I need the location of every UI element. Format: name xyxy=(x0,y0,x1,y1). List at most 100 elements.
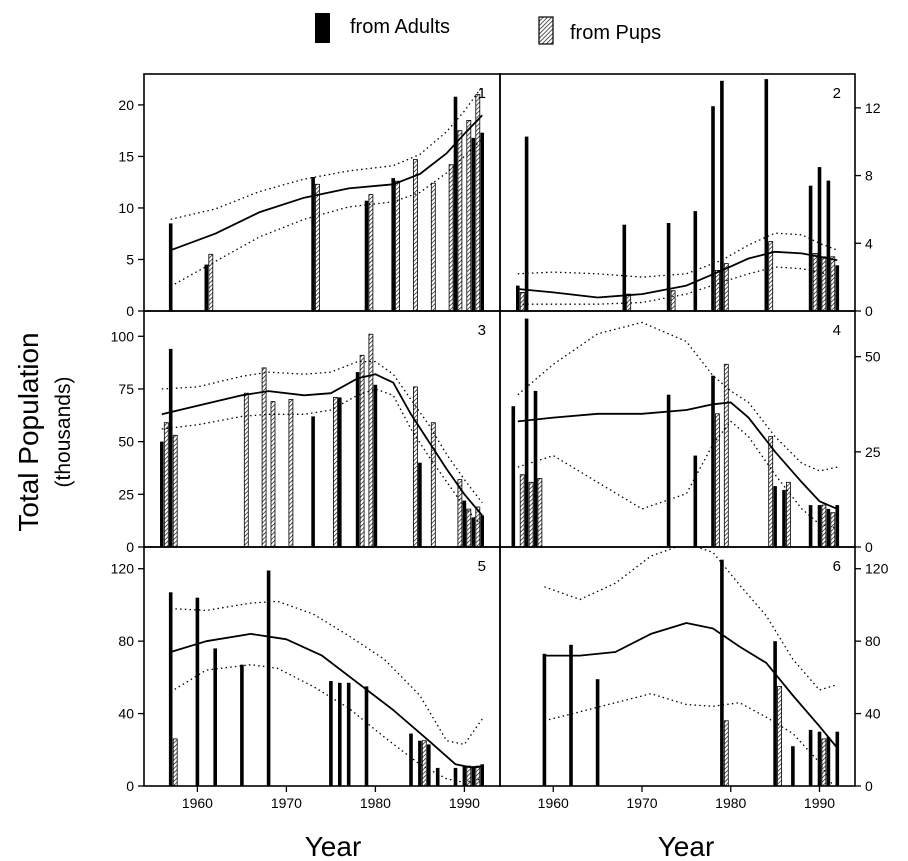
pup-bar xyxy=(768,436,774,548)
pup-bar xyxy=(466,765,472,787)
adult-bar xyxy=(826,180,831,311)
x-tick-label: 1970 xyxy=(271,795,302,811)
curves xyxy=(161,360,483,527)
adult-bar xyxy=(569,644,573,786)
pup-bar xyxy=(466,120,472,312)
adult-bar xyxy=(826,508,831,547)
adult-bar xyxy=(471,137,476,311)
x-tick-label: 1980 xyxy=(715,795,746,811)
pup-bar xyxy=(315,183,320,312)
panel-frame xyxy=(143,73,501,312)
ci-upper-line xyxy=(517,232,838,278)
panel-frame xyxy=(499,73,856,312)
adult-bar xyxy=(168,348,173,547)
adult-bar xyxy=(418,462,422,547)
legend: from Adults from Pups xyxy=(315,13,661,45)
adult-bar xyxy=(524,318,529,547)
pup-bar xyxy=(172,738,178,787)
adult-bar xyxy=(595,679,600,786)
adult-bar xyxy=(542,653,547,786)
adult-bar xyxy=(195,597,200,786)
adult-bar xyxy=(622,224,627,311)
pup-bar xyxy=(821,504,827,548)
adult-bar xyxy=(693,455,698,547)
panel-frame xyxy=(143,310,501,548)
adult-bar xyxy=(516,285,520,311)
adult-bar xyxy=(160,441,164,547)
fit-line xyxy=(544,622,838,749)
panel-1: 0 5 10 15 20 1 xyxy=(118,73,501,319)
pup-bar xyxy=(537,478,543,548)
panel-5: 0 40 80 120 1960 1970 1980 1990 5 xyxy=(111,546,501,811)
y-tick-label: 0 xyxy=(865,539,873,555)
x-tick-label: 1990 xyxy=(449,795,480,811)
adult-bar xyxy=(266,570,271,786)
adult-bar xyxy=(240,664,244,786)
pup-bar xyxy=(261,367,267,548)
adult-bar xyxy=(168,592,173,786)
adult-bar xyxy=(364,200,369,311)
adult-bar xyxy=(391,178,395,311)
y-tick-label: 15 xyxy=(118,148,134,164)
adult-bar xyxy=(791,746,795,786)
y-tick-label: 50 xyxy=(865,349,881,365)
pup-bar xyxy=(519,291,525,312)
ci-upper-line xyxy=(517,321,838,472)
panel-number: 1 xyxy=(478,85,486,102)
curves xyxy=(170,600,483,784)
legend-pups-swatch xyxy=(538,16,554,45)
adult-bar xyxy=(711,375,715,547)
y-axis-title: Total Population xyxy=(13,332,44,531)
adult-bar xyxy=(480,764,484,786)
pup-bar xyxy=(430,182,436,312)
pup-bar xyxy=(519,474,525,548)
y-tick-label: 100 xyxy=(111,328,135,344)
adult-bar xyxy=(666,394,671,547)
pup-bar xyxy=(448,164,454,312)
y-tick-label: 50 xyxy=(118,434,134,450)
pup-bar xyxy=(475,94,481,312)
adult-bar xyxy=(480,515,484,547)
pup-bar xyxy=(163,422,169,548)
ci-lower-line xyxy=(161,388,483,527)
panel-number: 3 xyxy=(478,322,486,339)
adult-bar xyxy=(808,185,813,311)
pup-bar xyxy=(172,434,178,548)
adult-bar xyxy=(773,486,777,547)
pup-bar xyxy=(786,481,791,548)
legend-adults-swatch xyxy=(315,13,330,43)
y-tick-label: 10 xyxy=(118,200,134,216)
panel-frame xyxy=(499,546,856,787)
adult-bar xyxy=(533,390,538,547)
pup-bar xyxy=(715,413,720,548)
adult-bar xyxy=(480,132,484,311)
adult-bar xyxy=(826,737,831,786)
adult-bar xyxy=(817,731,822,786)
pup-bar xyxy=(715,269,720,312)
x-tick-label: 1970 xyxy=(626,795,657,811)
adult-bar xyxy=(782,489,786,547)
adult-bar xyxy=(168,223,173,311)
pup-bar xyxy=(723,720,729,787)
pup-bar xyxy=(830,256,836,312)
panel-number: 2 xyxy=(833,85,841,102)
pup-bar xyxy=(821,738,827,787)
adult-bar xyxy=(427,744,431,786)
adult-bar xyxy=(418,740,422,786)
y-axis-subtitle: (thousands) xyxy=(52,377,75,488)
x-tick-label: 1980 xyxy=(360,795,391,811)
y-tick-label: 40 xyxy=(865,706,881,722)
adult-bar xyxy=(453,96,458,311)
pup-bar xyxy=(475,765,481,787)
adult-bar xyxy=(835,265,840,311)
pup-bar xyxy=(421,740,427,787)
y-tick-label: 75 xyxy=(118,381,134,397)
ci-upper-line xyxy=(170,86,483,220)
y-tick-label: 8 xyxy=(865,168,873,184)
adult-bar xyxy=(338,682,342,786)
ci-lower-line xyxy=(517,420,838,529)
adult-bar xyxy=(373,384,378,548)
curves xyxy=(170,86,483,287)
adult-bar xyxy=(835,731,840,786)
